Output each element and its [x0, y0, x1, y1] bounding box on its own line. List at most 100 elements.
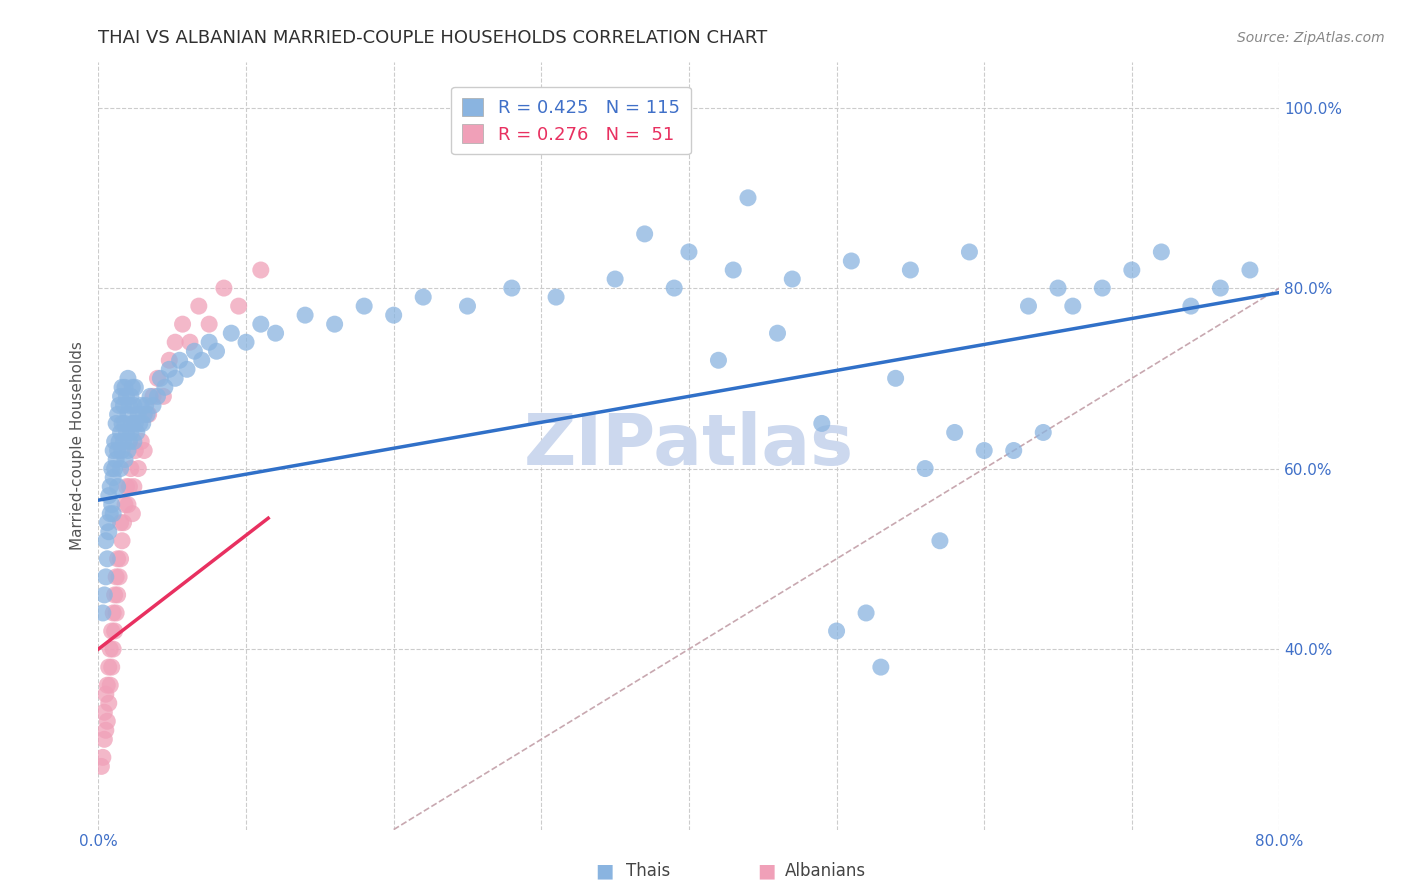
- Point: [142, 389, 165, 403]
- Point: [111, 443, 134, 458]
- Point: [104, 461, 127, 475]
- Text: Source: ZipAtlas.com: Source: ZipAtlas.com: [1237, 31, 1385, 45]
- Point: [142, 398, 165, 412]
- Text: Albanians: Albanians: [785, 863, 866, 880]
- Point: [114, 452, 136, 467]
- Point: [120, 461, 142, 475]
- Point: [110, 425, 132, 440]
- Point: [118, 480, 141, 494]
- Point: [110, 551, 132, 566]
- Point: [664, 281, 686, 295]
- Point: [103, 470, 125, 484]
- Point: [110, 389, 132, 403]
- Point: [120, 425, 142, 440]
- Point: [112, 434, 135, 449]
- Point: [294, 308, 316, 322]
- Point: [105, 606, 128, 620]
- Point: [97, 660, 120, 674]
- Point: [678, 244, 700, 259]
- Point: [221, 326, 243, 341]
- Point: [118, 398, 141, 412]
- Point: [134, 408, 156, 422]
- Point: [100, 461, 122, 475]
- Point: [135, 398, 157, 412]
- Point: [914, 461, 936, 475]
- Point: [1239, 263, 1261, 277]
- Point: [929, 533, 952, 548]
- Point: [112, 516, 135, 530]
- Point: [198, 335, 221, 350]
- Point: [1180, 299, 1202, 313]
- Point: [104, 624, 127, 638]
- Point: [97, 489, 120, 503]
- Point: [108, 434, 131, 449]
- Point: [114, 380, 136, 394]
- Point: [111, 380, 134, 394]
- Point: [457, 299, 479, 313]
- Point: [605, 272, 627, 286]
- Point: [264, 326, 287, 341]
- Point: [115, 389, 138, 403]
- Point: [723, 263, 745, 277]
- Point: [138, 408, 160, 422]
- Point: [353, 299, 375, 313]
- Point: [110, 461, 132, 475]
- Point: [96, 714, 118, 729]
- Point: [100, 624, 122, 638]
- Point: [97, 524, 120, 539]
- Point: [93, 588, 115, 602]
- Point: [105, 570, 128, 584]
- Point: [546, 290, 568, 304]
- Point: [121, 507, 143, 521]
- Point: [1091, 281, 1114, 295]
- Point: [900, 263, 922, 277]
- Point: [100, 660, 122, 674]
- Point: [124, 443, 146, 458]
- Point: [169, 353, 191, 368]
- Point: [810, 417, 832, 431]
- Point: [98, 678, 121, 692]
- Point: [94, 533, 117, 548]
- Point: [1062, 299, 1084, 313]
- Point: [1150, 244, 1173, 259]
- Point: [157, 362, 180, 376]
- Point: [228, 299, 250, 313]
- Point: [501, 281, 523, 295]
- Legend: R = 0.425   N = 115, R = 0.276   N =  51: R = 0.425 N = 115, R = 0.276 N = 51: [451, 87, 690, 154]
- Point: [127, 461, 149, 475]
- Point: [176, 362, 198, 376]
- Point: [707, 353, 730, 368]
- Point: [172, 317, 194, 331]
- Point: [103, 443, 125, 458]
- Point: [93, 732, 115, 747]
- Point: [103, 507, 125, 521]
- Point: [191, 353, 214, 368]
- Point: [766, 326, 789, 341]
- Text: ZIPatlas: ZIPatlas: [524, 411, 853, 481]
- Point: [97, 696, 120, 710]
- Point: [90, 759, 112, 773]
- Point: [855, 606, 877, 620]
- Point: [149, 371, 172, 385]
- Point: [114, 498, 136, 512]
- Point: [959, 244, 981, 259]
- Point: [127, 408, 149, 422]
- Point: [634, 227, 657, 241]
- Point: [198, 317, 221, 331]
- Text: ■: ■: [756, 862, 776, 880]
- Point: [94, 570, 117, 584]
- Point: [382, 308, 405, 322]
- Point: [117, 443, 139, 458]
- Text: THAI VS ALBANIAN MARRIED-COUPLE HOUSEHOLDS CORRELATION CHART: THAI VS ALBANIAN MARRIED-COUPLE HOUSEHOL…: [98, 29, 768, 47]
- Point: [884, 371, 907, 385]
- Point: [179, 335, 201, 350]
- Point: [107, 443, 129, 458]
- Point: [111, 417, 134, 431]
- Point: [107, 551, 129, 566]
- Point: [121, 380, 143, 394]
- Point: [129, 398, 152, 412]
- Point: [129, 434, 152, 449]
- Point: [112, 398, 135, 412]
- Point: [93, 705, 115, 719]
- Point: [146, 371, 169, 385]
